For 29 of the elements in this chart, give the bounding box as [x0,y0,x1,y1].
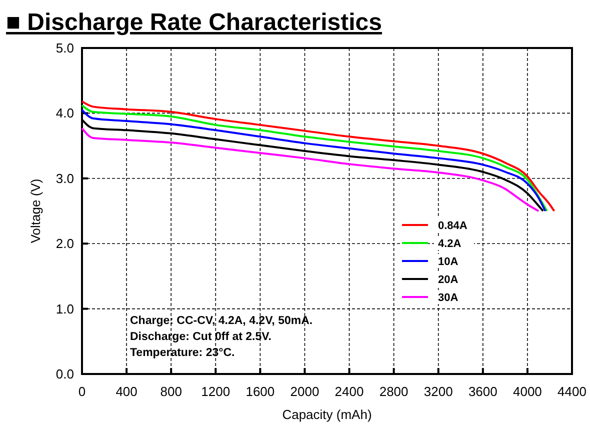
y-tick-label: 2.0 [56,236,74,252]
x-tick-label: 4000 [512,384,542,399]
y-tick-label: 5.0 [56,40,74,56]
x-tick-label: 1600 [246,384,275,399]
annotation: Charge: CC-CV, 4.2A, 4.2V, 50mA. [130,315,313,327]
x-axis-title: Capacity (mAh) [282,407,372,422]
annotation: Temperature: 23°C. [130,347,235,359]
x-tick-label: 4400 [558,384,586,399]
annotation: Discharge: Cut 0ff at 2.5V. [130,331,272,343]
legend-label: 30A [438,292,458,304]
x-tick-label: 2000 [290,384,320,399]
chart-title: ■ Discharge Rate Characteristics [6,9,382,36]
x-tick-label: 1200 [201,384,230,399]
legend-label: 0.84A [438,220,468,232]
y-axis-title: Voltage (V) [28,178,43,244]
legend-label: 20A [438,274,458,286]
x-tick-label: 800 [160,384,182,399]
x-tick-label: 2800 [379,384,408,399]
y-tick-label: 1.0 [56,301,74,316]
y-tick-label: 3.0 [56,170,74,186]
x-tick-label: 0 [78,384,86,399]
y-tick-label: 4.0 [56,106,74,121]
legend-label: 4.2A [438,238,462,250]
x-tick-label: 3600 [468,384,498,399]
x-tick-label: 2400 [334,384,364,399]
x-tick-label: 3200 [424,384,453,399]
y-tick-label: 0.0 [56,366,74,382]
legend-label: 10A [438,256,458,268]
x-tick-label: 400 [116,384,138,399]
